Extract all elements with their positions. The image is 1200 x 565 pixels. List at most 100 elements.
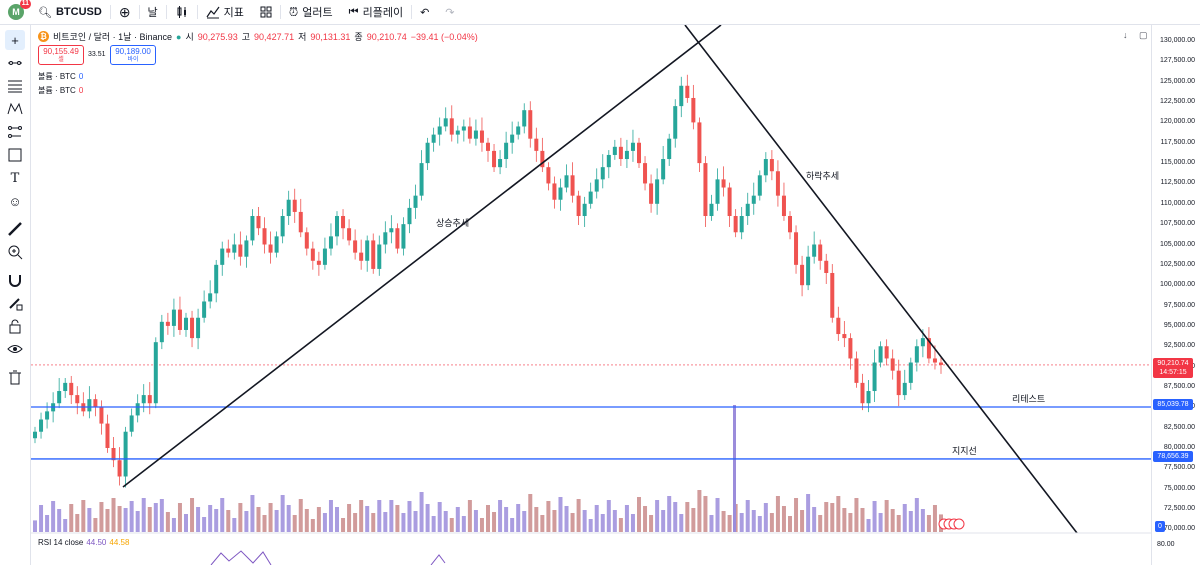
candle [177, 309, 182, 330]
volume-bar [99, 502, 104, 532]
volume-bar [763, 503, 768, 532]
candle [328, 236, 333, 249]
sell-button[interactable]: 90,155.49 셀 [38, 45, 84, 65]
ruler-tool[interactable] [5, 219, 25, 239]
emoji-tool[interactable]: ☺ [5, 191, 25, 211]
fib-tool[interactable] [5, 76, 25, 96]
volume-bar [304, 509, 309, 532]
volume-bar [872, 501, 877, 532]
buy-button[interactable]: 90,189.00 바이 [110, 45, 156, 65]
candle [516, 126, 521, 135]
volume-bar [238, 503, 243, 532]
candle [715, 179, 720, 204]
volume-bar [274, 510, 279, 532]
pencil-lock-icon [9, 298, 23, 311]
symbol-search[interactable]: 🔍︎ BTCUSD [30, 0, 110, 24]
rsi-legend[interactable]: RSI 14 close 44.50 44.58 [38, 538, 130, 547]
hide-tool[interactable] [5, 339, 25, 359]
candle [383, 232, 388, 245]
delete-tool[interactable] [5, 367, 25, 387]
candle [250, 216, 255, 241]
volume-bar [479, 518, 484, 532]
retest-label[interactable]: 리테스트 [1012, 394, 1046, 404]
volume-legend-1[interactable]: 볼륨 · BTC 0 [38, 72, 84, 81]
crosshair-tool[interactable]: + [5, 30, 25, 50]
candle [588, 191, 593, 204]
volume-bar [932, 505, 937, 532]
price-chart[interactable] [31, 25, 1151, 565]
ruler-icon [8, 222, 22, 236]
volume-bar [165, 512, 170, 532]
uptrend-label[interactable]: 상승추세 [436, 218, 470, 228]
symbol-name: BTCUSD [55, 6, 102, 18]
candle [848, 338, 853, 359]
price-axis-label: 87,500.00 [1163, 382, 1195, 390]
volume-bar [902, 504, 907, 532]
volume-bar [310, 519, 315, 532]
trend-line-tool[interactable] [5, 53, 25, 73]
volume-bar [552, 510, 557, 532]
candle [365, 240, 370, 261]
candle [280, 216, 285, 237]
volume-bar [467, 500, 472, 532]
candle [890, 358, 895, 371]
volume-bar [57, 509, 62, 532]
alerts-button[interactable]: ⏰︎ 얼러트 [281, 0, 341, 24]
candle [443, 118, 448, 127]
volume-bar [449, 518, 454, 532]
candle [510, 134, 515, 143]
volume-bar [914, 498, 919, 532]
chart-type-button[interactable] [167, 0, 197, 24]
replay-button[interactable]: ⏮︎ 리플레이 [341, 0, 411, 24]
undo-button[interactable]: ↶ [412, 0, 437, 24]
layouts-button[interactable] [252, 0, 280, 24]
candle [914, 346, 919, 363]
volume-bar [504, 507, 509, 532]
candle [395, 228, 400, 249]
volume-bar [171, 518, 176, 532]
legend-title[interactable]: 비트코인 / 달러 · 1날 · Binance [53, 32, 172, 42]
interval-button[interactable]: 날 [147, 7, 158, 19]
zoom-tool[interactable] [5, 242, 25, 262]
candle [920, 338, 925, 347]
user-avatar[interactable]: M 11 [8, 0, 31, 20]
candle [667, 138, 672, 160]
indicators-button[interactable]: 지표 [198, 0, 252, 24]
volume-bar [365, 506, 370, 532]
volume-bar [896, 515, 901, 532]
text-tool[interactable]: T [5, 168, 25, 188]
volume-bar [117, 506, 122, 532]
volume-legend-2[interactable]: 볼륨 · BTC 0 [38, 86, 84, 95]
volume-bar [190, 498, 195, 532]
candle [214, 264, 219, 294]
candle [643, 163, 648, 184]
price-scale[interactable]: 130,000.00 127,500.00 125,000.00 122,500.00… [1151, 25, 1200, 565]
compare-button[interactable]: ⊕ [111, 0, 139, 24]
plus-circle-icon: ⊕ [118, 3, 131, 20]
stay-drawing-tool[interactable] [5, 293, 25, 313]
redo-button[interactable]: ↷ [437, 0, 462, 24]
volume-bar [51, 501, 56, 532]
shapes-tool[interactable] [5, 145, 25, 165]
volume-bar [232, 518, 237, 532]
volume-bar [286, 505, 291, 532]
maximize-icon[interactable]: ▢ [1139, 30, 1148, 40]
volume-bar [812, 507, 817, 532]
candle [727, 187, 732, 217]
volume-bar [214, 509, 219, 532]
candle [763, 159, 768, 176]
lock-tool[interactable] [5, 316, 25, 336]
volume-bar [425, 504, 430, 532]
magnet-icon [9, 275, 21, 287]
downtrend-label[interactable]: 하락추세 [806, 171, 840, 181]
magnet-tool[interactable] [5, 270, 25, 290]
volume-bar [461, 516, 466, 532]
support-label[interactable]: 지지선 [952, 446, 977, 456]
close-value: 90,210.74 [366, 31, 407, 42]
volume-bar [630, 514, 635, 532]
low-value: 90,131.31 [310, 31, 351, 42]
pattern-tool[interactable] [5, 99, 25, 119]
candle [359, 252, 364, 261]
projection-tool[interactable] [5, 122, 25, 142]
download-icon[interactable]: ↓ [1123, 30, 1128, 40]
